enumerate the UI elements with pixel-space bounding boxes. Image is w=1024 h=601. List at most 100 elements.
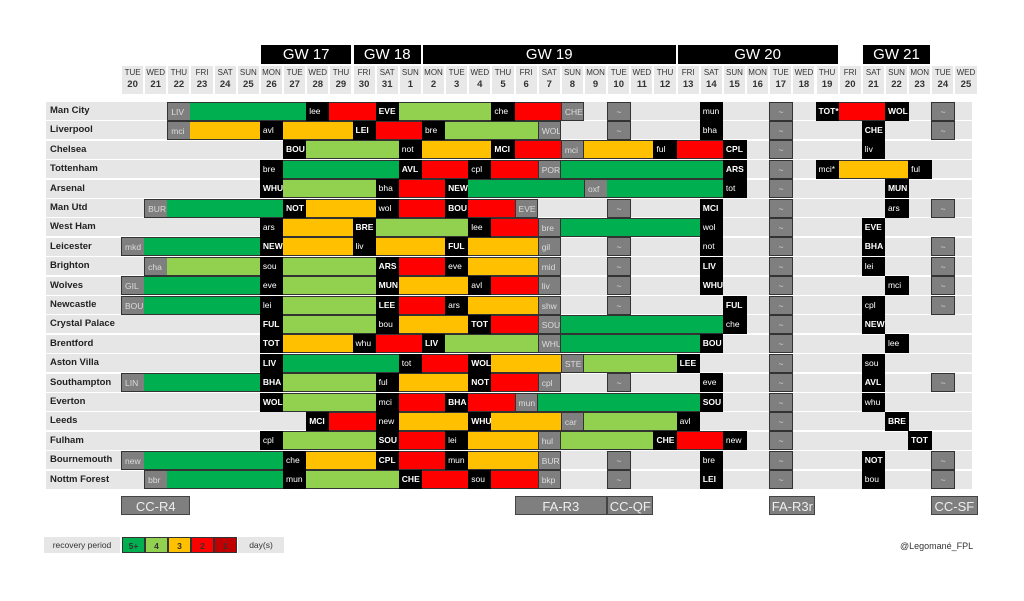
- fixture-home: CPL: [375, 450, 400, 470]
- fixture-away: liv: [861, 140, 886, 160]
- team-name: Aston Villa: [50, 357, 99, 369]
- day-header: WED 4: [469, 66, 491, 94]
- legend-swatch: 1: [214, 537, 237, 553]
- day-header: MON 9: [585, 66, 607, 94]
- day-header: MON 16: [747, 66, 769, 94]
- cup-fixture: shw: [537, 295, 562, 315]
- cup-round-label: CC-R4: [121, 496, 191, 515]
- recovery-bar: [398, 373, 469, 393]
- fixture-away: ars: [259, 217, 284, 237]
- fixture-away: liv: [352, 237, 377, 257]
- day-header: MON 26: [260, 66, 283, 94]
- team-name: Bournemouth: [50, 454, 113, 466]
- recovery-bar: [398, 314, 469, 334]
- possible-cup-fixture: ~: [769, 159, 793, 179]
- fixture-home: WHU: [468, 411, 492, 431]
- fixture-away: lei: [445, 431, 469, 451]
- fixture-away: bha: [699, 120, 724, 140]
- recovery-bar: [283, 120, 353, 140]
- recovery-bar: [398, 256, 446, 276]
- fixture-away: lee: [884, 334, 909, 354]
- recovery-bar: [283, 276, 377, 296]
- fixture-away: wol: [699, 217, 724, 237]
- recovery-bar: [584, 411, 678, 431]
- fixture-away: ars: [445, 295, 469, 315]
- cup-round-label: FA-R3: [514, 496, 608, 515]
- recovery-bar: [398, 295, 446, 315]
- possible-cup-fixture: ~: [931, 276, 955, 296]
- recovery-bar: [468, 179, 585, 199]
- cup-fixture: oxf: [584, 179, 608, 199]
- day-header: WED 21: [145, 66, 167, 94]
- recovery-bar: [421, 140, 492, 160]
- fixture-home: NEW: [445, 179, 469, 199]
- day-header: THU 5: [492, 66, 514, 94]
- gameweek-header: GW 17: [260, 45, 352, 64]
- recovery-bar: [375, 217, 469, 237]
- recovery-bar: [584, 140, 654, 160]
- cup-round-label: CC-SF: [931, 496, 978, 515]
- legend-swatch: 2: [191, 537, 214, 553]
- fixture-home: CHE: [861, 120, 886, 140]
- team-name: Crystal Palace: [50, 318, 115, 330]
- cup-fixture: LIV: [167, 101, 191, 121]
- fixture-away: avl: [259, 120, 284, 140]
- day-header: THU 22: [168, 66, 190, 94]
- fixture-home: WHU: [259, 179, 284, 199]
- possible-cup-fixture: ~: [607, 237, 631, 257]
- day-header: TUE 3: [446, 66, 468, 94]
- fixture-away: lee: [468, 217, 492, 237]
- possible-cup-fixture: ~: [769, 179, 793, 199]
- fixture-away: wol: [375, 198, 400, 218]
- recovery-bar: [468, 392, 516, 412]
- possible-cup-fixture: ~: [931, 120, 955, 140]
- possible-cup-fixture: ~: [769, 431, 793, 451]
- fixture-home: NEW: [259, 237, 284, 257]
- fixture-home: MCI: [491, 140, 516, 160]
- fixture-home: NOT: [861, 450, 886, 470]
- cup-fixture: car: [560, 411, 585, 431]
- recovery-bar: [421, 159, 469, 179]
- recovery-bar: [283, 392, 377, 412]
- fixture-home: FUL: [259, 314, 284, 334]
- fixture-away: mci*: [815, 159, 840, 179]
- recovery-bar: [283, 295, 377, 315]
- day-header: THU 29: [330, 66, 352, 94]
- fixture-home: WOL: [884, 101, 909, 121]
- fixture-home: BHA: [445, 392, 469, 412]
- recovery-bar: [375, 334, 423, 354]
- recovery-bar: [144, 237, 261, 257]
- fixture-away: sou: [468, 470, 492, 490]
- fixture-home: TOT: [259, 334, 284, 354]
- fixture-home: LIV: [421, 334, 446, 354]
- recovery-bar: [398, 392, 446, 412]
- cup-fixture: bbr: [144, 470, 168, 490]
- possible-cup-fixture: ~: [769, 276, 793, 296]
- fixture-home: FUL: [445, 237, 469, 257]
- legend-label: recovery period: [44, 537, 120, 553]
- day-header: MON 23: [909, 66, 931, 94]
- gameweek-header: GW 21: [862, 45, 931, 64]
- day-header: MON 2: [422, 66, 445, 94]
- recovery-bar: [468, 431, 539, 451]
- recovery-bar: [398, 179, 446, 199]
- fixture-home: MUN: [884, 179, 909, 199]
- day-header: SUN 8: [561, 66, 583, 94]
- recovery-bar: [514, 140, 562, 160]
- recovery-bar: [398, 276, 469, 296]
- cup-fixture: EVE: [514, 198, 539, 218]
- fixture-home: FUL: [722, 295, 747, 315]
- fixture-away: cpl: [259, 431, 284, 451]
- recovery-bar: [283, 159, 400, 179]
- recovery-bar: [283, 179, 377, 199]
- fixture-home: TOT*: [815, 101, 840, 121]
- recovery-bar: [283, 373, 377, 393]
- fixture-away: cpl: [861, 295, 886, 315]
- possible-cup-fixture: ~: [769, 373, 793, 393]
- day-header: FRI 30: [353, 66, 375, 94]
- day-header: WED 11: [631, 66, 653, 94]
- recovery-bar: [468, 198, 516, 218]
- fixture-home: NOT: [283, 198, 307, 218]
- team-name: Leicester: [50, 240, 92, 252]
- possible-cup-fixture: ~: [607, 198, 631, 218]
